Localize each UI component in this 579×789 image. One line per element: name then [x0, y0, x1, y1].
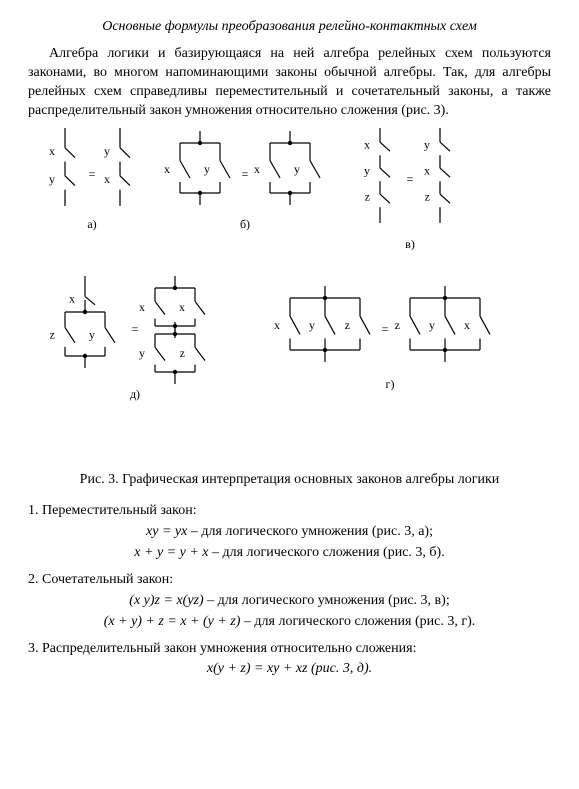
law2-line1: (x y)z = x(yz) – для логического умножен… [28, 592, 551, 611]
svg-text:x: x [464, 319, 470, 333]
svg-text:x: x [364, 138, 370, 152]
svg-text:z: z [179, 346, 184, 360]
law2-line1-text: – для логического умножения (рис. 3, в); [204, 593, 450, 608]
svg-text:y: y [364, 164, 370, 178]
law2-title: 2. Сочетательный закон: [28, 571, 551, 590]
svg-text:x: x [139, 300, 145, 314]
figure-3-caption: Рис. 3. Графическая интерпретация основн… [28, 471, 551, 490]
svg-text:z: z [364, 190, 369, 204]
svg-text:y: y [424, 138, 430, 152]
svg-text:x: x [254, 162, 260, 176]
figure-3-svg: xy=yxа)xy=xyб)xyz=yxzв)xzy=xxyzд)xyz=zyx… [30, 128, 550, 458]
law1-line2: x + y = y + x – для логического сложения… [28, 544, 551, 563]
svg-text:y: y [294, 162, 300, 176]
law3-title: 3. Распределительный закон умножения отн… [28, 640, 551, 659]
law2-line2-formula: (x + y) + z = x + (y + z) [104, 614, 241, 629]
svg-text:а): а) [87, 217, 96, 231]
svg-text:y: y [139, 346, 145, 360]
law3-formula: x(y + z) = xy + xz (рис. 3, д). [207, 661, 372, 676]
svg-text:z: z [344, 319, 349, 333]
law3-formula-line: x(y + z) = xy + xz (рис. 3, д). [28, 660, 551, 679]
svg-text:y: y [49, 172, 55, 186]
svg-text:z: z [49, 328, 54, 342]
svg-text:z: z [394, 319, 399, 333]
law1-line2-text: – для логического сложения (рис. 3, б). [209, 545, 445, 560]
svg-text:=: = [88, 167, 95, 181]
section-heading: Основные формулы преобразования релейно-… [28, 18, 551, 37]
svg-text:x: x [274, 319, 280, 333]
law1-title: 1. Переместительный закон: [28, 502, 551, 521]
svg-text:=: = [406, 172, 413, 186]
law1-line1: xy = yx – для логического умножения (рис… [28, 523, 551, 542]
figure-3: xy=yxа)xy=xyб)xyz=yxzв)xzy=xxyzд)xyz=zyx… [28, 128, 551, 465]
svg-text:z: z [424, 190, 429, 204]
svg-text:б): б) [239, 217, 249, 231]
intro-paragraph: Алгебра логики и базирующаяся на ней алг… [28, 45, 551, 121]
svg-text:x: x [69, 292, 75, 306]
svg-text:x: x [104, 172, 110, 186]
svg-text:в): в) [405, 237, 415, 251]
svg-text:x: x [164, 162, 170, 176]
law2-line2-text: – для логического сложения (рис. 3, г). [240, 614, 475, 629]
svg-text:y: y [104, 144, 110, 158]
svg-text:x: x [179, 300, 185, 314]
svg-text:x: x [424, 164, 430, 178]
law1-line1-text: – для логического умножения (рис. 3, а); [187, 524, 433, 539]
svg-text:y: y [89, 328, 95, 342]
law1-line1-formula: xy = yx [146, 524, 187, 539]
svg-text:x: x [49, 144, 55, 158]
svg-text:г): г) [385, 377, 394, 391]
svg-text:=: = [131, 322, 138, 336]
svg-text:y: y [429, 319, 435, 333]
svg-text:y: y [309, 319, 315, 333]
law2-line2: (x + y) + z = x + (y + z) – для логическ… [28, 613, 551, 632]
law2-line1-formula: (x y)z = x(yz) [129, 593, 203, 608]
law1-line2-formula: x + y = y + x [134, 545, 208, 560]
svg-text:=: = [381, 322, 388, 336]
svg-text:y: y [204, 162, 210, 176]
svg-text:д): д) [129, 387, 139, 401]
svg-text:=: = [241, 167, 248, 181]
